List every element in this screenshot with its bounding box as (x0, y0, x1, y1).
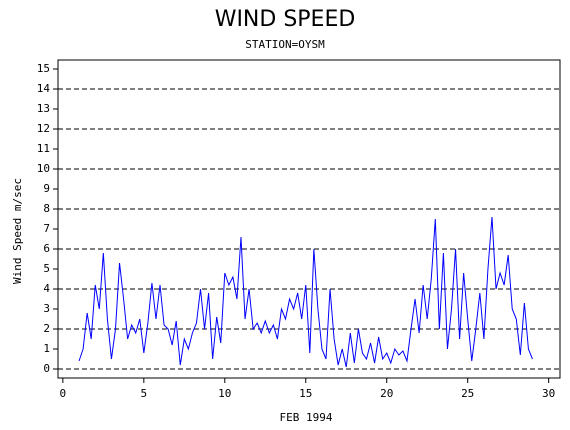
y-tick-label: 10 (37, 162, 50, 175)
x-tick-label: 15 (299, 387, 312, 400)
y-tick-label: 14 (37, 82, 51, 95)
y-tick-label: 4 (43, 282, 50, 295)
x-tick-label: 10 (218, 387, 231, 400)
x-axis-label: FEB 1994 (280, 411, 333, 424)
x-tick-label: 30 (542, 387, 555, 400)
chart-subtitle: STATION=OYSM (245, 38, 325, 51)
y-tick-label: 12 (37, 122, 50, 135)
plot-frame (57, 59, 561, 379)
y-tick-label: 1 (43, 342, 50, 355)
chart-title: WIND SPEED (215, 7, 356, 32)
y-tick-label: 13 (37, 102, 50, 115)
y-axis-label: Wind Speed m/sec (11, 178, 24, 284)
y-tick-label: 15 (37, 62, 50, 75)
data-line (78, 216, 533, 368)
x-tick-label: 25 (461, 387, 474, 400)
y-tick-label: 2 (43, 322, 50, 335)
x-tick-label: 0 (60, 387, 67, 400)
y-tick-label: 3 (43, 302, 50, 315)
y-tick-label: 5 (43, 262, 50, 275)
x-tick-label: 20 (380, 387, 393, 400)
y-tick-label: 9 (43, 182, 50, 195)
x-tick-label: 5 (141, 387, 148, 400)
y-tick-label: 7 (43, 222, 50, 235)
y-tick-label: 11 (37, 142, 50, 155)
y-tick-label: 6 (43, 242, 50, 255)
y-tick-label: 0 (43, 362, 50, 375)
y-tick-label: 8 (43, 202, 50, 215)
